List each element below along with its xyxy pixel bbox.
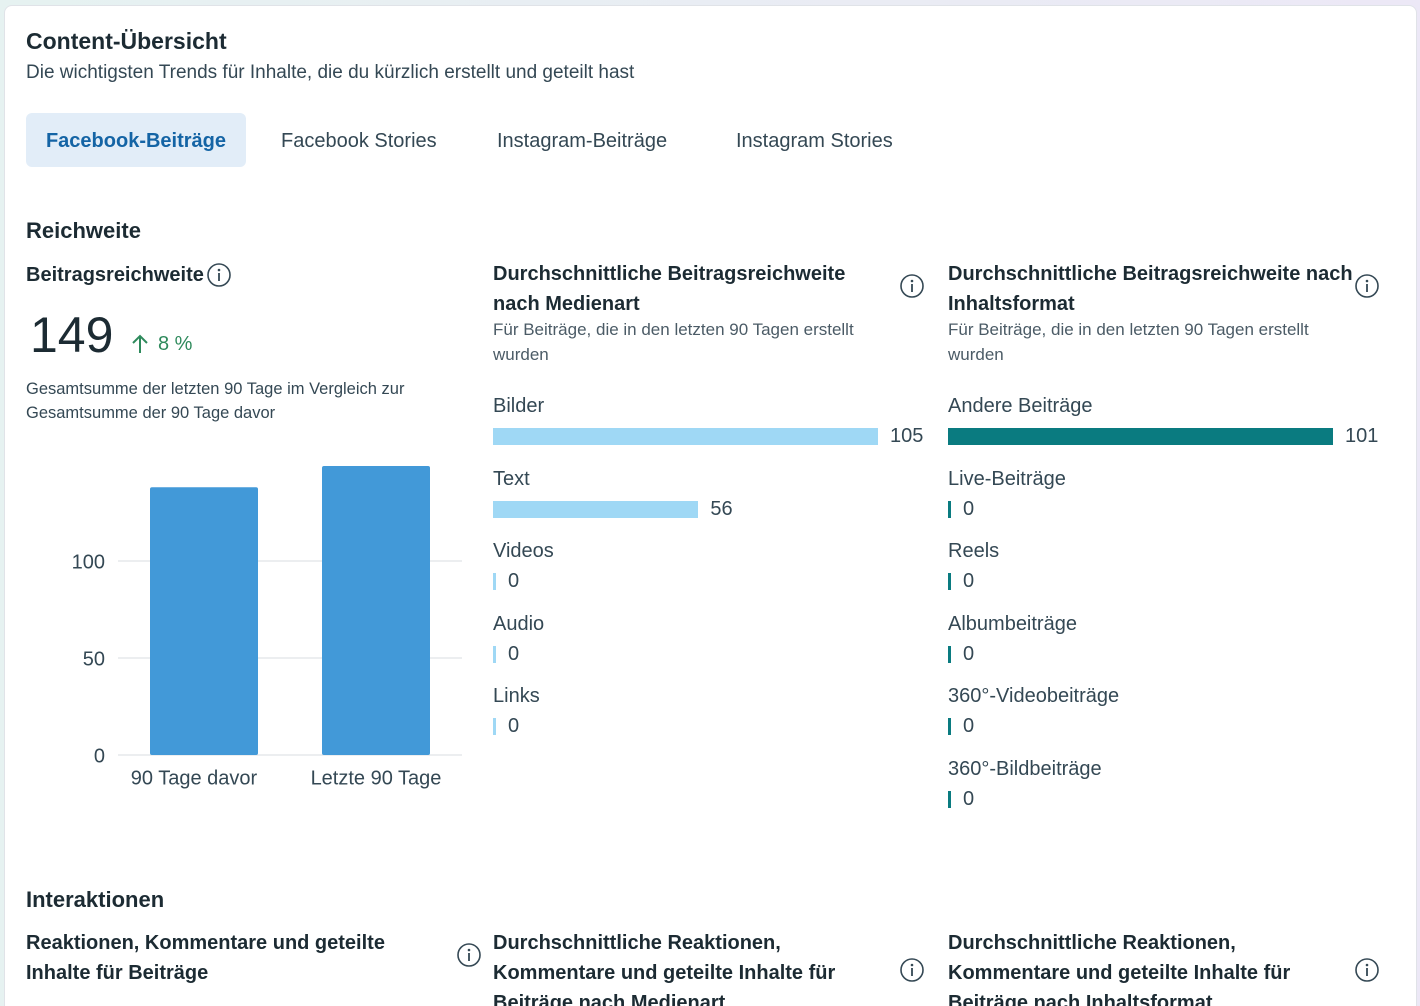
value-label: 105: [890, 425, 924, 447]
tab[interactable]: Facebook-Beiträge: [26, 113, 246, 167]
value-label: 56: [710, 497, 733, 520]
reach-bar-chart: 0 50 100 90 Tage davor Letzte 90 Tage: [72, 465, 462, 789]
bar: [493, 573, 496, 590]
value-label: 0: [508, 642, 520, 665]
value-label: 101: [1345, 425, 1379, 447]
bar: [948, 500, 951, 518]
bar-label: Bilder: [493, 395, 545, 417]
trend-up-icon: [132, 334, 148, 353]
info-icon[interactable]: [456, 942, 482, 968]
card-title: Durchschnittliche Reaktionen, Kommentare…: [493, 932, 836, 1006]
bar-label: Andere Beiträge: [948, 395, 1093, 417]
tab[interactable]: Instagram-Beiträge: [497, 130, 668, 152]
bar: [948, 645, 951, 663]
bar: [322, 465, 430, 755]
chart-subtitle: Für Beiträge, die in den letzten 90 Tage…: [948, 320, 1309, 364]
bar: [948, 790, 951, 808]
bar-label: Videos: [493, 540, 554, 562]
info-icon[interactable]: [899, 957, 925, 983]
metric-label: Beitragsreichweite: [26, 264, 204, 286]
section-title: Reichweite: [26, 218, 141, 243]
tab[interactable]: Facebook Stories: [281, 130, 437, 152]
y-tick-label: 0: [94, 745, 105, 767]
bar-label: Audio: [493, 612, 545, 635]
tab[interactable]: Instagram Stories: [736, 130, 893, 152]
bar: [493, 645, 496, 663]
bar: [493, 428, 878, 445]
x-tick-label: Letzte 90 Tage: [311, 767, 442, 789]
value-label: 0: [508, 715, 520, 737]
bar-label: Links: [493, 685, 540, 707]
chart-title: Durchschnittliche Beitragsreichweite nac…: [948, 263, 1353, 315]
bar-label: 360°-Videobeiträge: [948, 685, 1120, 707]
value-label: 0: [963, 715, 975, 737]
bar-label: Reels: [948, 540, 1000, 562]
chart-subtitle: Für Beiträge, die in den letzten 90 Tage…: [493, 320, 854, 364]
value-label: 0: [963, 642, 975, 665]
y-tick-label: 100: [72, 551, 105, 573]
bar: [948, 428, 1333, 445]
bar: [948, 718, 951, 735]
info-icon[interactable]: [1354, 273, 1380, 299]
page-subtitle: Die wichtigsten Trends für Inhalte, die …: [26, 62, 635, 83]
value-label: 0: [963, 570, 975, 592]
info-icon[interactable]: [899, 273, 925, 299]
y-tick-label: 50: [83, 648, 105, 670]
section-title: Interaktionen: [26, 887, 165, 912]
page-title: Content-Übersicht: [26, 28, 227, 54]
chart-title: Durchschnittliche Beitragsreichweite nac…: [493, 263, 846, 315]
bar-label: Albumbeiträge: [948, 612, 1077, 635]
card-title: Durchschnittliche Reaktionen, Kommentare…: [948, 932, 1291, 1006]
x-tick-label: 90 Tage davor: [131, 767, 258, 789]
metric-change: 8 %: [158, 333, 193, 355]
bar-label: 360°-Bildbeiträge: [948, 757, 1102, 780]
bar: [493, 500, 699, 518]
value-label: 0: [508, 570, 520, 592]
bar: [150, 487, 258, 755]
info-icon[interactable]: [206, 262, 232, 288]
value-label: 0: [963, 497, 975, 520]
bar-label: Live-Beiträge: [948, 467, 1066, 490]
metric-value: 149: [30, 307, 114, 363]
value-label: 0: [963, 787, 975, 810]
bar: [948, 573, 951, 590]
metric-note: Gesamtsumme der letzten 90 Tage im Vergl…: [26, 380, 405, 422]
bar: [493, 718, 496, 735]
info-icon[interactable]: [1354, 957, 1380, 983]
bar-label: Text: [493, 467, 530, 490]
card-title: Reaktionen, Kommentare und geteilte Inha…: [26, 932, 385, 984]
